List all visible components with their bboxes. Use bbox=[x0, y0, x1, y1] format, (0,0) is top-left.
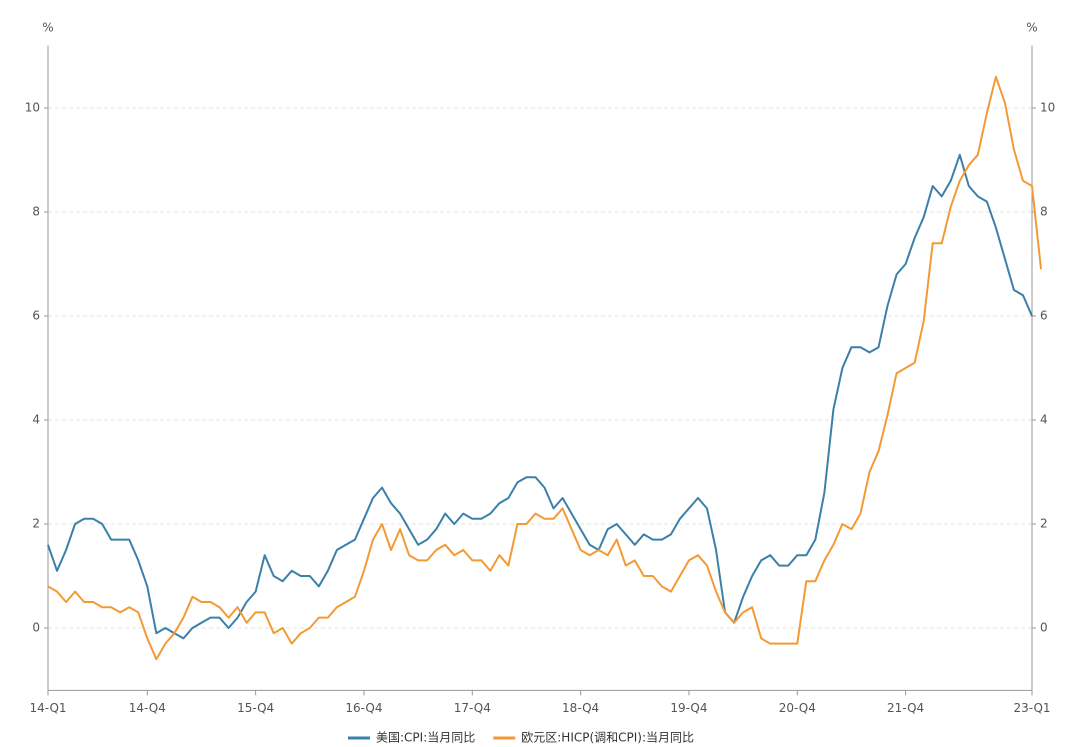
series-line bbox=[47, 153, 1033, 640]
x-tick-label: 21-Q4 bbox=[887, 701, 924, 715]
legend-label: 欧元区:HICP(调和CPI):当月同比 bbox=[521, 731, 694, 745]
x-tick-label: 19-Q4 bbox=[670, 701, 707, 715]
y-tick-label: 0 bbox=[32, 621, 40, 635]
y2-tick-label: 0 bbox=[1040, 621, 1048, 635]
legend-label: 美国:CPI:当月同比 bbox=[376, 731, 475, 745]
y2-tick-label: 10 bbox=[1040, 101, 1055, 115]
series-line bbox=[47, 75, 1043, 661]
y-tick-label: 10 bbox=[25, 101, 40, 115]
x-tick-label: 23-Q1 bbox=[1013, 701, 1050, 715]
y2-tick-label: 4 bbox=[1040, 413, 1048, 427]
y-tick-label: 8 bbox=[32, 205, 40, 219]
x-tick-label: 15-Q4 bbox=[237, 701, 274, 715]
y-tick-label: 4 bbox=[32, 413, 40, 427]
x-tick-label: 14-Q1 bbox=[29, 701, 66, 715]
x-tick-label: 17-Q4 bbox=[454, 701, 491, 715]
x-tick-label: 20-Q4 bbox=[779, 701, 816, 715]
x-tick-label: 16-Q4 bbox=[345, 701, 382, 715]
y2-tick-label: 2 bbox=[1040, 517, 1048, 531]
x-tick-label: 18-Q4 bbox=[562, 701, 599, 715]
y2-tick-label: 8 bbox=[1040, 205, 1048, 219]
y-tick-label: 6 bbox=[32, 309, 40, 323]
y-tick-label: 2 bbox=[32, 517, 40, 531]
legend: 美国:CPI:当月同比 欧元区:HICP(调和CPI):当月同比 bbox=[348, 731, 694, 745]
y-axis-label: % bbox=[42, 21, 53, 35]
y2-axis-label: % bbox=[1026, 21, 1037, 35]
y2-tick-label: 6 bbox=[1040, 309, 1048, 323]
x-tick-label: 14-Q4 bbox=[129, 701, 166, 715]
